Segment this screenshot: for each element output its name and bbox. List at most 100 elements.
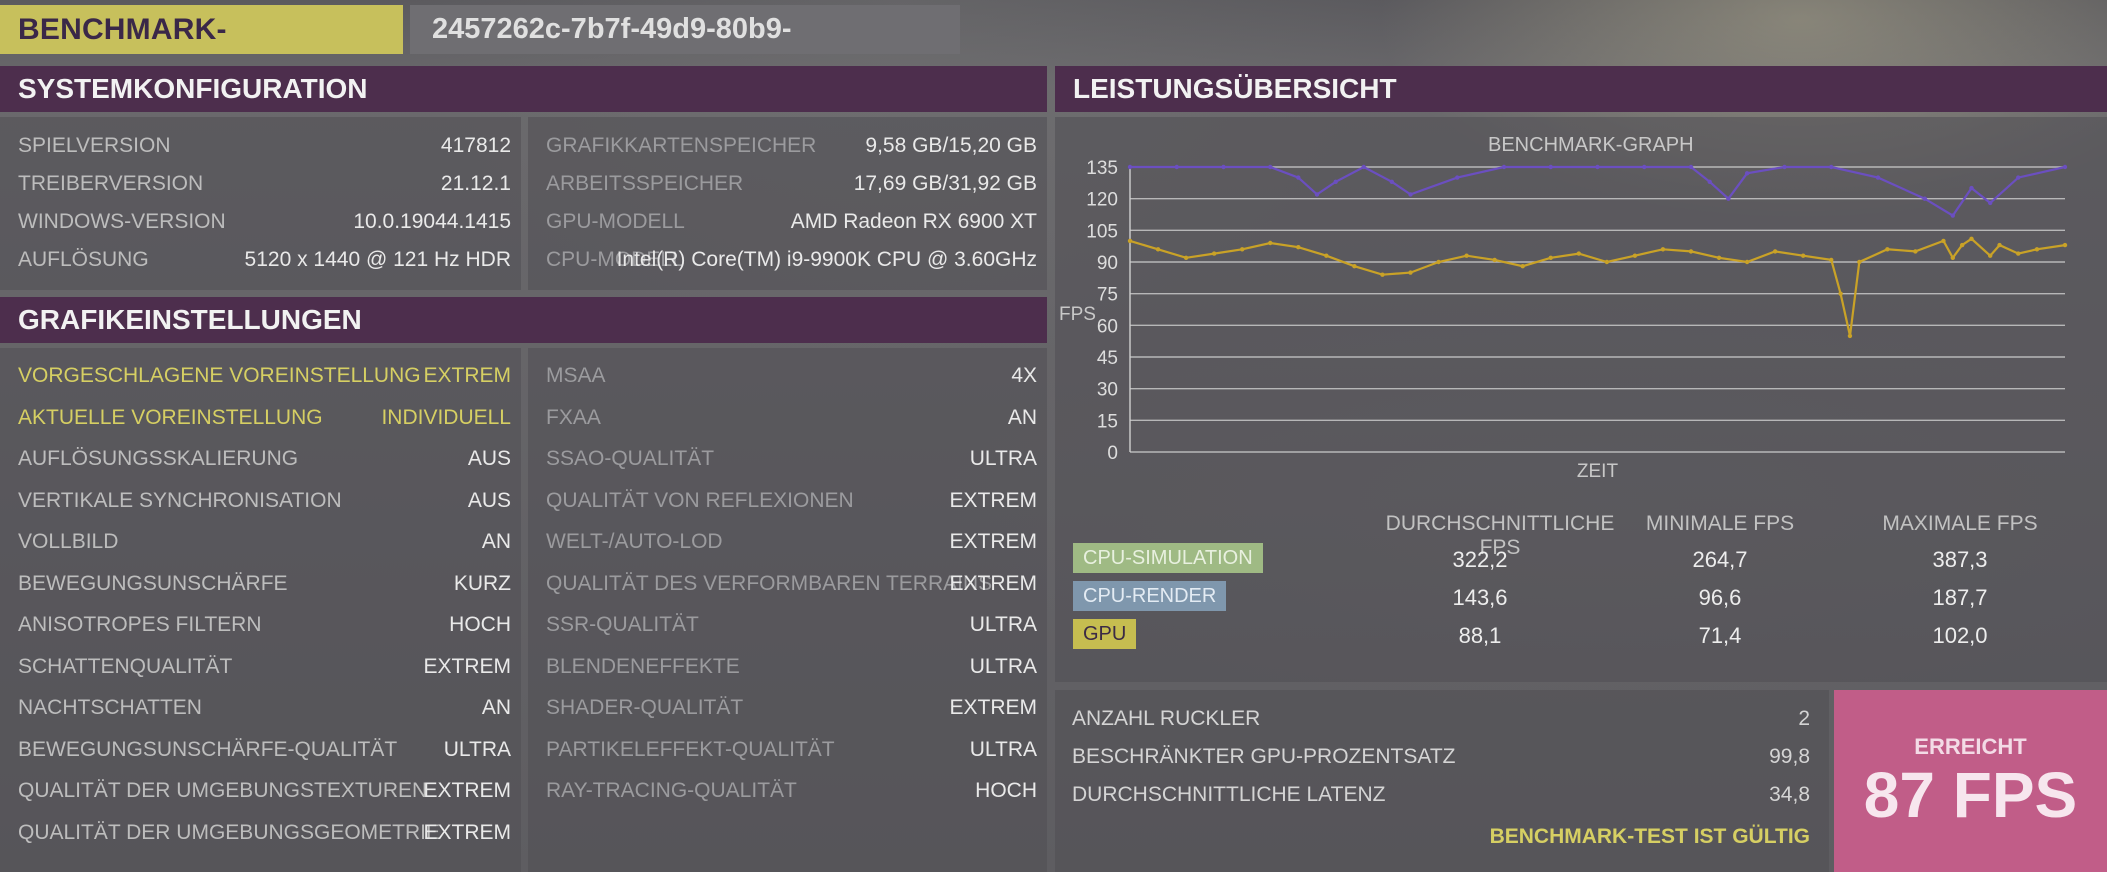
performance-header: LEISTUNGSÜBERSICHT bbox=[1055, 66, 2107, 112]
data-point bbox=[1660, 247, 1666, 252]
data-point bbox=[1314, 192, 1320, 197]
setting-row: QUALITÄT VON REFLEXIONEN EXTREM bbox=[528, 489, 1047, 525]
data-point bbox=[1847, 333, 1853, 339]
setting-value: 5120 x 1440 @ 121 Hz HDR bbox=[244, 248, 511, 271]
setting-row: RAY-TRACING-QUALITÄT HOCH bbox=[528, 779, 1047, 815]
stat-label-latency: DURCHSCHNITTLICHE LATENZ bbox=[1072, 783, 1386, 806]
setting-value: EXTREM bbox=[423, 654, 511, 678]
setting-row: SPIELVERSION 417812 bbox=[0, 134, 521, 170]
y-tick-label: 75 bbox=[1097, 285, 1118, 306]
setting-row: PARTIKELEFFEKT-QUALITÄT ULTRA bbox=[528, 738, 1047, 774]
data-point bbox=[1324, 253, 1329, 258]
setting-row: TREIBERVERSION 21.12.1 bbox=[0, 172, 521, 208]
data-point bbox=[1464, 253, 1469, 258]
setting-value: HOCH bbox=[449, 613, 511, 636]
setting-value: EXTREM bbox=[423, 820, 511, 844]
data-point bbox=[1838, 291, 1843, 296]
setting-label: QUALITÄT DER UMGEBUNGSTEXTUREN bbox=[18, 779, 428, 802]
data-point bbox=[1829, 257, 1834, 263]
setting-row: SSAO-QUALITÄT ULTRA bbox=[528, 447, 1047, 483]
setting-label: WINDOWS-VERSION bbox=[18, 210, 226, 233]
setting-value: EXTREM bbox=[949, 696, 1037, 719]
setting-label: GPU-MODELL bbox=[546, 210, 685, 233]
data-point bbox=[2062, 242, 2068, 248]
data-point bbox=[2016, 175, 2021, 180]
achieved-label: ERREICHT bbox=[1914, 734, 2027, 759]
data-point bbox=[1127, 238, 1133, 244]
setting-label: RAY-TRACING-QUALITÄT bbox=[546, 779, 797, 802]
data-point bbox=[1922, 196, 1927, 201]
setting-label: BLENDENEFFEKTE bbox=[546, 654, 740, 678]
setting-row: GPU-MODELL AMD Radeon RX 6900 XT bbox=[528, 210, 1047, 246]
data-point bbox=[1632, 253, 1638, 258]
data-point bbox=[1436, 259, 1441, 265]
cpu-sim-max: 387,3 bbox=[1932, 547, 1988, 572]
gpu-avg: 88,1 bbox=[1458, 623, 1502, 648]
data-point bbox=[1688, 164, 1694, 170]
setting-value: AUS bbox=[467, 447, 511, 470]
setting-label: GRAFIKKARTENSPEICHER bbox=[546, 134, 817, 157]
setting-row: QUALITÄT DER UMGEBUNGSGEOMETRIE EXTREM bbox=[0, 821, 521, 857]
setting-row: SSR-QUALITÄT ULTRA bbox=[528, 613, 1047, 649]
data-point bbox=[1782, 164, 1787, 170]
series-line bbox=[1129, 237, 2066, 337]
setting-label: BEWEGUNGSUNSCHÄRFE-QUALITÄT bbox=[18, 737, 398, 761]
setting-value: HOCH bbox=[975, 779, 1037, 802]
data-point bbox=[2016, 251, 2021, 256]
data-point bbox=[1548, 255, 1553, 260]
data-point bbox=[1352, 264, 1357, 269]
setting-label: BEWEGUNGSUNSCHÄRFE bbox=[18, 571, 288, 595]
setting-value: EXTREM bbox=[949, 488, 1037, 512]
setting-label: MSAA bbox=[546, 364, 606, 387]
data-point bbox=[1642, 164, 1647, 170]
data-point bbox=[1941, 238, 1946, 244]
data-point bbox=[1744, 171, 1750, 176]
y-tick-label: 15 bbox=[1097, 411, 1118, 432]
y-tick-label: 90 bbox=[1097, 253, 1118, 274]
tag-cpu-render: CPU-RENDER bbox=[1073, 581, 1227, 611]
setting-value: ULTRA bbox=[443, 737, 511, 761]
setting-value: 21.12.1 bbox=[440, 172, 511, 195]
achieved-box: ERREICHT 87 FPS bbox=[1834, 690, 2107, 872]
setting-value: AUS bbox=[467, 488, 511, 512]
stat-value-latency: 34,8 bbox=[1769, 783, 1810, 806]
stat-value-stutter: 2 bbox=[1798, 707, 1810, 730]
data-point bbox=[1520, 264, 1525, 269]
setting-label: NACHTSCHATTEN bbox=[18, 696, 202, 719]
setting-value: EXTREM bbox=[949, 530, 1037, 553]
data-point bbox=[1127, 164, 1133, 170]
setting-value: ULTRA bbox=[969, 447, 1037, 470]
data-point bbox=[1380, 272, 1385, 277]
data-point bbox=[1211, 251, 1217, 256]
setting-value: 9,58 GB/15,20 GB bbox=[865, 134, 1037, 157]
setting-row: BEWEGUNGSUNSCHÄRFE-QUALITÄT ULTRA bbox=[0, 738, 521, 774]
data-point bbox=[1744, 259, 1750, 265]
graphics-settings-title: GRAFIKEINSTELLUNGEN bbox=[18, 304, 362, 335]
data-point bbox=[1183, 255, 1189, 260]
setting-label: AUFLÖSUNGSSKALIERUNG bbox=[18, 447, 299, 470]
setting-label: SPIELVERSION bbox=[18, 134, 171, 157]
data-point bbox=[2062, 164, 2068, 170]
run-id-badge: 2457262c-7b7f-49d9-80b9-c0f6e6380b0d bbox=[410, 5, 960, 94]
fps-col-avg: DURCHSCHNITTLICHE FPS bbox=[1385, 512, 1615, 559]
cpu-render-avg: 143,6 bbox=[1452, 585, 1508, 610]
data-point bbox=[1875, 175, 1881, 180]
data-point bbox=[1492, 257, 1497, 263]
series-line bbox=[1130, 165, 2066, 218]
performance-title: LEISTUNGSÜBERSICHT bbox=[1073, 73, 1397, 104]
setting-row: BEWEGUNGSUNSCHÄRFE KURZ bbox=[0, 572, 521, 608]
achieved-value: 87 FPS bbox=[1863, 759, 2078, 831]
data-point bbox=[1595, 164, 1600, 170]
data-point bbox=[1455, 175, 1460, 180]
setting-label: CPU-MODELL bbox=[546, 248, 684, 271]
data-point bbox=[1716, 255, 1722, 260]
setting-row: BLENDENEFFEKTE ULTRA bbox=[528, 655, 1047, 691]
y-tick-label: 120 bbox=[1086, 190, 1118, 211]
data-point bbox=[1240, 247, 1245, 252]
chart-title: BENCHMARK-GRAPH bbox=[1488, 134, 1694, 156]
setting-value: AN bbox=[481, 530, 511, 553]
data-point bbox=[1885, 247, 1890, 252]
data-point bbox=[1959, 242, 1965, 248]
data-point bbox=[1268, 164, 1273, 170]
setting-row: CPU-MODELL Intel(R) Core(TM) i9-9900K CPU… bbox=[528, 248, 1047, 284]
